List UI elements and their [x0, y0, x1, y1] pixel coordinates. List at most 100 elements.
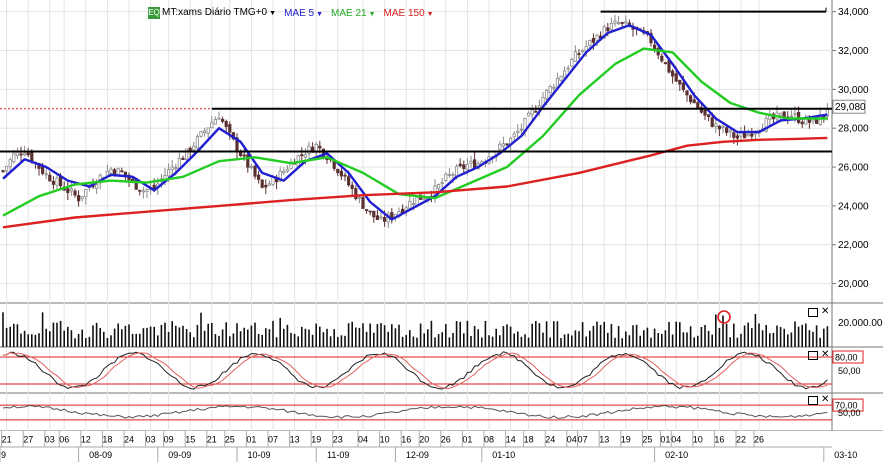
volume-bar: [448, 337, 451, 347]
candle-body: [725, 127, 729, 133]
volume-bar: [725, 323, 728, 347]
instrument-label[interactable]: EQ MT:xams Diário TMG+0 ▼: [148, 7, 276, 19]
candle-body: [357, 196, 362, 199]
stochastic-tick-label: 50,00: [838, 366, 861, 376]
volume-bar: [571, 335, 573, 347]
candle-body: [613, 20, 617, 24]
volume-bar: [23, 330, 26, 347]
volume-bar: [67, 326, 69, 347]
volume-bar: [5, 327, 8, 347]
day-tick-label: 26: [441, 435, 451, 445]
candle-body: [12, 153, 16, 163]
candle-body: [588, 40, 592, 46]
price-tick-label: 20,000: [838, 279, 869, 290]
volume-pane-close-button[interactable]: ✕: [821, 306, 830, 317]
legend-mae21[interactable]: MAE 21 ▼: [331, 8, 376, 19]
candle-body: [260, 179, 264, 188]
volume-bar: [423, 333, 425, 347]
rsi-tick-label: 50,00: [838, 408, 861, 418]
legend-mae150[interactable]: MAE 150 ▼: [384, 8, 434, 19]
candle-body: [750, 133, 754, 137]
volume-bar: [340, 335, 343, 347]
candle-body: [228, 124, 232, 133]
day-tick-label: 22: [736, 435, 746, 445]
day-tick-label: 24: [124, 435, 134, 445]
volume-bar: [9, 326, 11, 347]
volume-bar: [524, 334, 526, 347]
rsi-pane-close-button[interactable]: ✕: [821, 394, 830, 405]
candle-body: [113, 169, 117, 175]
volume-bar: [517, 331, 519, 347]
volume-bar: [599, 324, 602, 347]
volume-bar: [139, 333, 141, 347]
volume-bar: [743, 325, 746, 347]
candle-body: [368, 210, 372, 213]
candle-body: [300, 154, 304, 157]
volume-bar: [585, 336, 587, 347]
candle-body: [145, 189, 149, 192]
candle-body: [199, 131, 203, 137]
volume-pane-maximize-button[interactable]: [808, 308, 818, 317]
volume-bar: [617, 326, 620, 347]
candle-body: [563, 70, 567, 78]
volume-bar: [747, 322, 749, 347]
volume-bar: [326, 328, 328, 347]
chevron-down-icon: ▼: [368, 10, 376, 18]
rsi-pane-maximize-button[interactable]: [808, 396, 818, 405]
candle-body: [534, 110, 538, 113]
day-tick-label: 10: [693, 435, 703, 445]
volume-bar: [513, 333, 515, 347]
volume-bar: [697, 335, 699, 347]
candle-body: [671, 70, 675, 77]
price-tick-label: 22,000: [838, 240, 869, 251]
day-tick-label: 01: [462, 435, 472, 445]
stochastic-pane-maximize-button[interactable]: [808, 351, 818, 360]
volume-bar: [398, 324, 400, 347]
volume-bar: [419, 323, 422, 347]
legend-mae21-label: MAE 21: [331, 7, 367, 19]
candle-body: [120, 170, 124, 173]
instrument-name: MT:xams Diário TMG+0: [162, 7, 268, 18]
volume-bar: [409, 330, 411, 347]
volume-bar: [38, 333, 40, 347]
ma-line-mae21: [2, 47, 828, 217]
volume-bar: [545, 321, 548, 347]
day-tick-label: 01: [246, 435, 256, 445]
volume-bar: [675, 321, 677, 347]
month-tick-label: 01-10: [492, 450, 515, 460]
candle-body: [721, 126, 725, 128]
volume-bar: [239, 331, 242, 347]
volume-bar: [56, 322, 58, 347]
candle-body: [595, 34, 599, 41]
volume-bar: [358, 327, 361, 347]
candle-body: [739, 132, 743, 137]
volume-bar: [85, 338, 87, 347]
candle-body: [210, 122, 214, 129]
volume-bar: [149, 326, 152, 347]
volume-bar: [207, 323, 209, 347]
stochastic-pane-close-button[interactable]: ✕: [821, 349, 830, 360]
volume-bar: [740, 333, 742, 347]
volume-bar: [416, 337, 418, 347]
volume-bar: [711, 334, 713, 347]
volume-bar: [16, 324, 19, 347]
volume-bar: [553, 321, 555, 347]
volume-bar: [581, 322, 584, 347]
volume-bar: [459, 321, 461, 347]
volume-bar: [27, 334, 29, 347]
candle-body: [717, 125, 722, 130]
volume-bar: [31, 334, 33, 347]
volume-bar: [542, 332, 544, 347]
candle-body: [768, 115, 772, 120]
candle-body: [653, 44, 657, 50]
volume-bar: [797, 326, 800, 347]
candle-body: [559, 76, 563, 81]
volume-bar: [635, 324, 638, 347]
volume-bar: [643, 330, 645, 347]
legend-mae5[interactable]: MAE 5 ▼: [284, 8, 323, 19]
volume-bar: [257, 333, 260, 347]
volume-bar: [344, 335, 346, 347]
candle-body: [184, 148, 189, 160]
candle-body: [422, 198, 426, 201]
